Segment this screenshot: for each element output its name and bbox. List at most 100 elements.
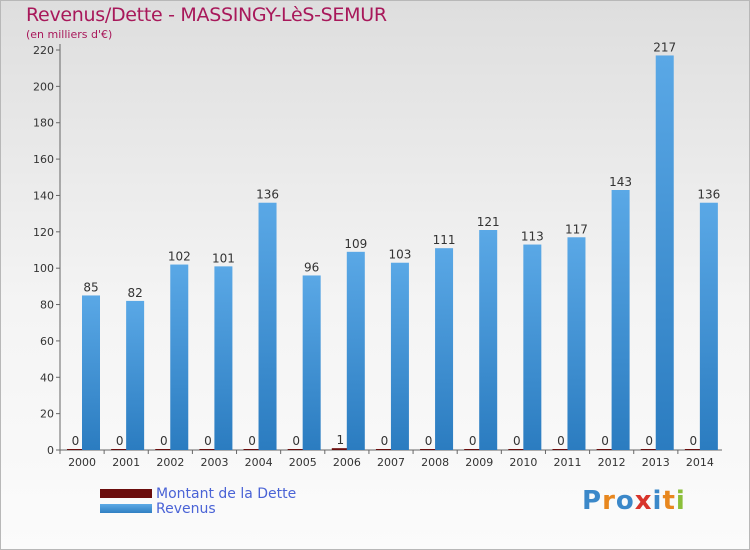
x-tick-label: 2010 — [509, 456, 537, 469]
bar-revenus — [126, 300, 145, 450]
data-label-revenus: 101 — [212, 251, 235, 265]
bar-dette — [111, 449, 129, 450]
data-label-dette: 0 — [425, 434, 433, 448]
bar-dette — [67, 449, 84, 450]
bar-dette — [596, 449, 614, 450]
legend-swatch-dette — [100, 489, 152, 498]
data-label-dette: 0 — [72, 434, 80, 448]
bar-dette — [464, 449, 482, 450]
logo-letter: i — [652, 486, 663, 516]
bar-dette — [552, 449, 570, 450]
data-label-dette: 0 — [690, 434, 698, 448]
data-label-revenus: 136 — [256, 188, 279, 202]
x-tick-label: 2007 — [377, 456, 405, 469]
y-tick-label: 160 — [33, 153, 54, 166]
data-label-revenus: 113 — [521, 230, 544, 244]
data-label-dette: 0 — [292, 434, 300, 448]
bar-revenus — [611, 190, 630, 450]
bar-revenus — [214, 266, 233, 450]
x-tick-label: 2001 — [112, 456, 140, 469]
x-tick-label: 2005 — [289, 456, 317, 469]
data-label-dette: 0 — [381, 434, 389, 448]
data-label-revenus: 109 — [344, 237, 367, 251]
bar-revenus — [655, 55, 674, 451]
legend-item-revenus: Revenus — [100, 500, 296, 517]
y-tick-label: 60 — [40, 335, 54, 348]
legend-label-dette: Montant de la Dette — [156, 485, 297, 502]
logo-letter: o — [615, 486, 635, 516]
bar-dette — [199, 449, 217, 450]
data-label-revenus: 217 — [653, 40, 676, 54]
legend-label-revenus: Revenus — [156, 500, 216, 517]
x-tick-label: 2000 — [68, 456, 96, 469]
bar-revenus — [258, 202, 277, 450]
data-label-dette: 0 — [645, 434, 653, 448]
bar-revenus — [302, 275, 321, 450]
y-tick-label: 0 — [47, 444, 54, 457]
y-tick-label: 40 — [40, 371, 54, 384]
x-tick-label: 2012 — [598, 456, 626, 469]
data-label-revenus: 82 — [127, 286, 142, 300]
x-tick-label: 2013 — [642, 456, 670, 469]
bar-dette — [420, 449, 438, 450]
bar-revenus — [170, 264, 189, 450]
y-tick-label: 140 — [33, 189, 54, 202]
x-tick-label: 2004 — [245, 456, 273, 469]
logo-letter: r — [602, 486, 616, 516]
bar-dette — [331, 448, 349, 450]
bar-revenus — [390, 262, 409, 450]
y-tick-label: 220 — [33, 44, 54, 57]
bar-dette — [508, 449, 526, 450]
data-label-revenus: 102 — [168, 250, 191, 264]
data-label-revenus: 96 — [304, 260, 319, 274]
y-tick-label: 80 — [40, 299, 54, 312]
data-label-dette: 0 — [248, 434, 256, 448]
bar-dette — [243, 449, 261, 450]
bar-revenus — [479, 230, 498, 450]
legend: Montant de la Dette Revenus — [100, 485, 297, 517]
x-tick-label: 2002 — [156, 456, 184, 469]
bar-revenus — [82, 295, 100, 450]
data-label-revenus: 121 — [477, 215, 500, 229]
logo-letter: i — [675, 486, 686, 516]
y-tick-label: 200 — [33, 80, 54, 93]
data-label-dette: 0 — [204, 434, 212, 448]
chart-title: Revenus/Dette - MASSINGY-LèS-SEMUR — [26, 4, 387, 26]
data-label-dette: 0 — [513, 434, 521, 448]
data-label-dette: 0 — [601, 434, 609, 448]
y-tick-label: 20 — [40, 408, 54, 421]
data-label-dette: 0 — [160, 434, 168, 448]
data-label-revenus: 85 — [83, 280, 98, 294]
bar-dette — [684, 449, 702, 450]
bar-revenus — [567, 237, 586, 450]
data-label-dette: 0 — [469, 434, 477, 448]
bar-dette — [375, 449, 393, 450]
proxiti-logo: Proxiti — [582, 486, 686, 516]
logo-letter: P — [582, 486, 603, 516]
bar-revenus — [699, 202, 718, 450]
y-tick-label: 120 — [33, 226, 54, 239]
bar-dette — [640, 449, 658, 450]
x-tick-label: 2008 — [421, 456, 449, 469]
data-label-dette: 0 — [116, 434, 124, 448]
y-tick-label: 180 — [33, 117, 54, 130]
legend-item-dette: Montant de la Dette — [100, 485, 297, 502]
x-tick-label: 2006 — [333, 456, 361, 469]
bar-revenus — [523, 244, 542, 450]
data-label-dette: 1 — [336, 433, 344, 447]
chart-subtitle: (en milliers d'€) — [26, 28, 113, 41]
logo-letter: x — [634, 486, 653, 516]
logo-letter: t — [662, 486, 676, 516]
bar-revenus — [435, 248, 454, 450]
bar-revenus — [346, 251, 365, 450]
bar-dette — [287, 449, 305, 450]
data-label-dette: 0 — [557, 434, 565, 448]
data-label-revenus: 117 — [565, 222, 588, 236]
x-tick-label: 2003 — [200, 456, 228, 469]
legend-swatch-revenus — [100, 504, 152, 513]
x-tick-label: 2011 — [554, 456, 582, 469]
data-label-revenus: 136 — [697, 188, 720, 202]
bar-dette — [155, 449, 173, 450]
x-tick-label: 2014 — [686, 456, 714, 469]
